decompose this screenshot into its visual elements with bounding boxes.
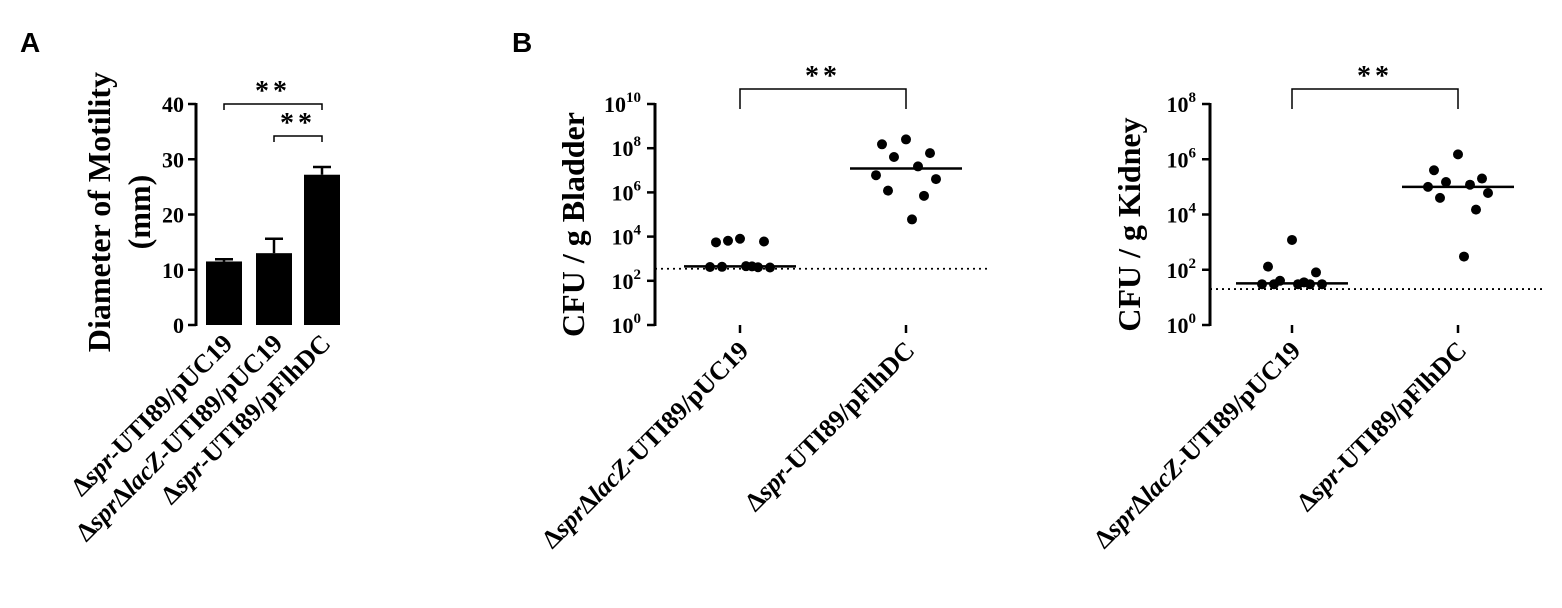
data-point — [1471, 204, 1481, 215]
y-tick-label: 106 — [612, 178, 642, 205]
panel-label-a: A — [20, 27, 40, 58]
y-tick-label: 104 — [1167, 201, 1197, 228]
y-tick-label: 102 — [1167, 256, 1197, 283]
data-point — [1435, 192, 1445, 203]
y-tick-label: 108 — [1167, 90, 1197, 117]
bar — [256, 253, 292, 325]
y-tick-label: 20 — [162, 203, 184, 228]
data-point — [925, 148, 935, 159]
data-point — [723, 235, 733, 246]
significance-bracket — [739, 88, 907, 109]
significance-label: ** — [805, 61, 841, 92]
significance-2-label: ** — [280, 108, 316, 139]
data-point — [1465, 179, 1475, 190]
data-point — [1429, 165, 1439, 176]
data-point — [919, 190, 929, 201]
bladder-cfu-scatter-chart: 100 102 104 106 108 1010 CFU / g BladderΔsprΔl… — [536, 61, 990, 554]
y-axis-title: CFU / g Kidney — [1111, 117, 1147, 331]
data-point — [883, 185, 893, 196]
x-category-label: Δspr-UTI89/pFlhDC — [739, 336, 920, 517]
data-point — [759, 236, 769, 247]
kidney-cfu-scatter-chart: 100 102 104 106 108 CFU / g Kidney ΔsprΔlacZ-U… — [1088, 61, 1542, 554]
y-tick-label: 106 — [1167, 145, 1197, 172]
y-tick-label: 1010 — [604, 90, 641, 117]
y-tick-label: 30 — [162, 147, 184, 172]
x-category-label: ΔsprΔlacZ-UTI89/pUC19 — [70, 329, 288, 547]
data-point — [711, 237, 721, 248]
data-point — [913, 161, 923, 172]
data-point — [907, 214, 917, 225]
data-point — [1311, 267, 1321, 278]
data-point — [871, 170, 881, 181]
y-tick-label: 100 — [612, 311, 642, 338]
data-point — [889, 151, 899, 162]
data-point — [877, 139, 887, 150]
x-category-label: Δspr-UTI89/pFlhDC — [1291, 336, 1472, 517]
y-axis-title: Diameter of Motility (mm) — [81, 72, 157, 352]
data-point — [1287, 234, 1297, 245]
significance-bracket — [1291, 88, 1459, 109]
y-tick-label: 0 — [173, 313, 184, 338]
y-tick-label: 108 — [612, 134, 642, 161]
significance-1-label: ** — [255, 76, 291, 107]
y-axis-title: CFU / g Bladder — [555, 112, 591, 337]
bar — [304, 174, 340, 325]
data-point — [901, 134, 911, 145]
data-point — [1483, 188, 1493, 199]
y-tick-label: 100 — [1167, 311, 1197, 338]
bar — [206, 261, 242, 325]
panel-label-b: B — [512, 27, 532, 58]
data-point — [1477, 173, 1487, 184]
significance-label: ** — [1357, 61, 1393, 92]
x-category-label: ΔsprΔlacZ-UTI89/pUC19 — [1088, 336, 1306, 554]
y-tick-label: 40 — [162, 92, 184, 117]
data-point — [735, 233, 745, 244]
data-point — [1459, 251, 1469, 262]
y-tick-label: 102 — [612, 267, 642, 294]
x-category-label: ΔsprΔlacZ-UTI89/pUC19 — [536, 336, 754, 554]
significance-2-bracket — [273, 135, 323, 142]
significance-1-bracket — [223, 103, 323, 110]
data-point — [931, 174, 941, 185]
data-point — [1263, 261, 1273, 272]
y-tick-label: 10 — [162, 258, 184, 283]
data-point — [1453, 149, 1463, 160]
data-point — [1441, 177, 1451, 188]
y-tick-label: 104 — [612, 223, 642, 250]
